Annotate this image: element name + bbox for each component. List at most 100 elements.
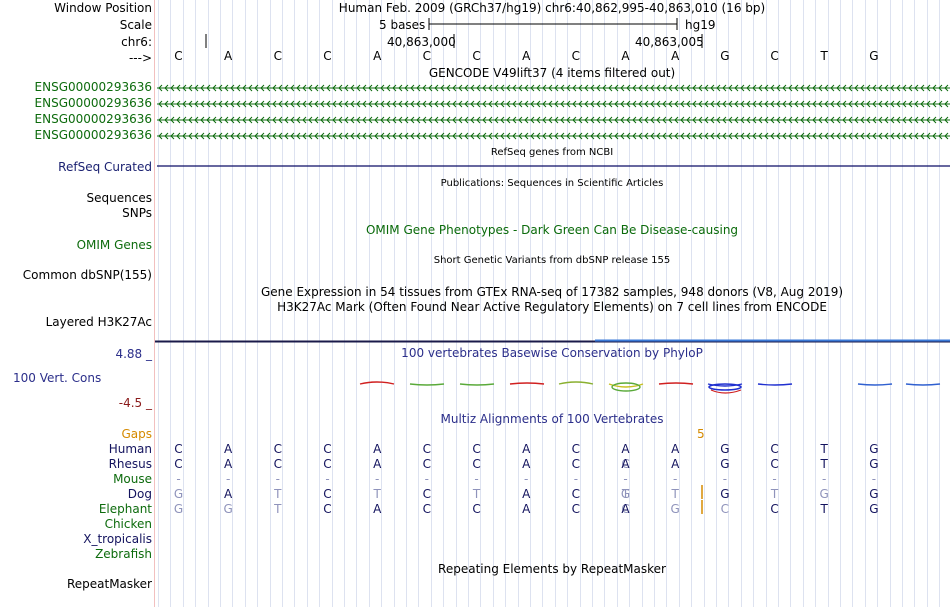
strand-arrow-mark	[536, 100, 541, 108]
grid-line	[753, 0, 755, 607]
strand-arrow-mark	[290, 116, 295, 124]
strand-arrow-mark	[734, 132, 739, 140]
track-image-panel[interactable]: Human Feb. 2009 (GRCh37/hg19) chr6:40,86…	[155, 0, 950, 607]
grid-line	[220, 0, 221, 607]
strand-arrow-mark	[806, 84, 811, 92]
strand-arrow-mark	[662, 100, 667, 108]
reference-base: A	[671, 49, 680, 63]
strand-arrow-mark	[356, 84, 361, 92]
strand-arrow-mark	[722, 84, 727, 92]
strand-arrow-mark	[908, 116, 913, 124]
strand-arrow-mark	[512, 116, 517, 124]
strand-arrow-mark	[224, 116, 229, 124]
omim-track-title: OMIM Gene Phenotypes - Dark Green Can Be…	[365, 223, 739, 237]
strand-arrow-mark	[704, 116, 709, 124]
cons-track-label[interactable]: 100 Vert. Cons	[13, 371, 102, 385]
aligned-base-rhesus: C	[472, 457, 481, 471]
grid-line	[728, 0, 730, 607]
strand-arrow-mark	[476, 132, 481, 140]
strand-arrow-mark	[500, 100, 505, 108]
strand-arrow-mark	[260, 100, 265, 108]
strand-arrow-mark	[230, 100, 235, 108]
strand-arrow-mark	[236, 84, 241, 92]
aligned-base-elephant: C	[422, 502, 432, 516]
strand-arrow-mark	[170, 116, 175, 124]
grid-line	[852, 0, 854, 607]
aligned-base-human: A	[522, 442, 531, 456]
grid-line	[939, 0, 941, 607]
strand-arrow-mark	[524, 132, 529, 140]
strand-arrow-mark	[518, 100, 523, 108]
strand-arrow-mark	[176, 84, 181, 92]
strand-arrow-mark	[380, 84, 385, 92]
strand-arrow-mark	[338, 84, 343, 92]
coord-label-2: 40,863,005	[635, 35, 704, 49]
gencode-item-label-2[interactable]: ENSG00000293636	[34, 96, 152, 110]
strand-arrow-mark	[212, 100, 217, 108]
strand-arrow-mark	[860, 84, 865, 92]
strand-arrow-mark	[776, 84, 781, 92]
strand-arrow-mark	[578, 116, 583, 124]
grid-line	[195, 0, 197, 607]
grid-line	[877, 0, 879, 607]
repeatmasker-track-label[interactable]: RepeatMasker	[66, 577, 152, 591]
conservation-glyph	[558, 381, 594, 385]
grid-line	[666, 0, 668, 607]
refseq-gene-line[interactable]	[155, 0, 950, 170]
aligned-base-rhesus: A	[522, 457, 531, 471]
h3k27ac-track-label[interactable]: Layered H3K27Ac	[45, 315, 152, 329]
strand-arrow-mark	[740, 100, 745, 108]
strand-arrow-mark	[212, 132, 217, 140]
snps-track-label[interactable]: SNPs	[122, 206, 152, 220]
reference-base: C	[273, 49, 283, 63]
species-label-zebrafish: Zebrafish	[95, 547, 152, 561]
strand-arrow-mark	[332, 116, 337, 124]
aligned-base-human: C	[472, 442, 481, 456]
grid-line	[517, 0, 519, 607]
insertion-marks	[701, 485, 703, 514]
strand-arrow-mark	[182, 84, 187, 92]
strand-arrow-mark	[920, 132, 925, 140]
grid-line	[691, 0, 693, 607]
conservation-glyph	[459, 383, 495, 386]
gencode-item-label-1[interactable]: ENSG00000293636	[34, 80, 152, 94]
strand-arrow-mark	[758, 100, 763, 108]
aligned-base-human: C	[571, 442, 581, 456]
dbsnp-track-label[interactable]: Common dbSNP(155)	[22, 268, 152, 282]
aligned-base-elephant: C	[770, 502, 779, 516]
strand-arrow-mark	[590, 116, 595, 124]
strand-arrow-mark	[410, 116, 415, 124]
grid-line	[914, 0, 916, 607]
publications-track-title: Publications: Sequences in Scientific Ar…	[440, 178, 664, 189]
aligned-base-mouse: -	[225, 472, 231, 486]
strand-arrow-mark	[830, 100, 835, 108]
conservation-glyph	[611, 382, 641, 392]
strand-arrow-mark	[476, 100, 481, 108]
strand-arrow-mark	[464, 132, 469, 140]
gencode-item-label-3[interactable]: ENSG00000293636	[34, 112, 152, 126]
gencode-transcripts[interactable]	[155, 0, 950, 150]
phylop-conservation-plot[interactable]	[155, 0, 950, 400]
strand-arrow-mark	[614, 84, 619, 92]
strand-arrow-mark	[890, 132, 895, 140]
strand-arrow-mark	[380, 116, 385, 124]
strand-arrow-mark	[794, 132, 799, 140]
aligned-base-elephant: G	[173, 502, 184, 516]
strand-arrow-mark	[716, 116, 721, 124]
aligned-base-elephant: C	[472, 502, 481, 516]
strand-arrow-mark	[548, 116, 553, 124]
h3k27ac-signal[interactable]	[155, 0, 950, 350]
strand-arrow-mark	[284, 100, 289, 108]
refseq-track-label[interactable]: RefSeq Curated	[58, 160, 152, 174]
strand-arrow-mark	[866, 100, 871, 108]
gencode-item-label-4[interactable]: ENSG00000293636	[34, 128, 152, 142]
strand-arrow-mark	[470, 100, 475, 108]
strand-arrow-mark	[566, 116, 571, 124]
strand-arrow-mark	[656, 116, 661, 124]
grid-line	[740, 0, 742, 607]
grid-line	[430, 0, 432, 607]
sequences-track-label[interactable]: Sequences	[86, 191, 152, 205]
omim-track-label[interactable]: OMIM Genes	[76, 238, 152, 252]
strand-arrow-mark	[308, 84, 313, 92]
strand-arrow-mark	[686, 116, 691, 124]
